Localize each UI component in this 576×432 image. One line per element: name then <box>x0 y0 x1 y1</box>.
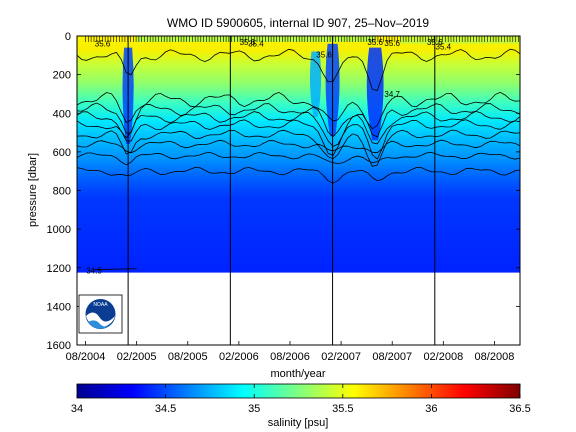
x-tick-label: 02/2006 <box>219 351 259 363</box>
logo-text: NOAA <box>93 302 108 308</box>
x-axis: 08/2004 02/2005 08/2005 02/2006 08/2006 02/20… <box>66 341 515 363</box>
contour-label: 34.5 <box>86 267 102 276</box>
contour-label: 35.6 <box>240 38 256 47</box>
contour-line <box>77 166 520 184</box>
contour-line <box>77 102 520 138</box>
x-tick-label: 02/2005 <box>117 351 157 363</box>
y-tick-label: 1600 <box>47 340 71 352</box>
colorbar-tick-label: 36 <box>425 403 437 415</box>
surface-band <box>400 36 520 44</box>
colorbar-tick-label: 35.5 <box>332 403 353 415</box>
x-tick-label: 08/2004 <box>66 351 106 363</box>
y-tick-label: 1200 <box>47 263 71 275</box>
colorbar-tick-label: 36.5 <box>509 403 530 415</box>
y-tick-label: 200 <box>53 70 71 82</box>
salinity-anomaly <box>366 47 384 141</box>
y-tick-label: 400 <box>53 108 71 120</box>
x-tick-label: 02/2007 <box>321 351 361 363</box>
profile-ticks <box>85 36 519 42</box>
salinity-anomaly <box>309 51 322 118</box>
y-axis: 0 200 400 600 800 1000 1200 1400 1600 <box>47 31 520 352</box>
y-tick-label: 0 <box>65 31 71 43</box>
salinity-contours <box>77 48 520 271</box>
x-tick-label: 02/2008 <box>423 351 463 363</box>
year-boundary-lines <box>127 36 436 345</box>
contour-line <box>77 48 520 92</box>
contour-label: 35.6 <box>316 50 332 59</box>
colorbar-gradient <box>76 383 521 399</box>
x-tick-label: 08/2006 <box>270 351 310 363</box>
y-axis-label: pressure [dbar] <box>27 153 39 227</box>
section-plot: 35.6 35.635.435.635.6 35.6 35.635.434.734.5… <box>27 31 521 380</box>
contour-line <box>94 268 137 271</box>
colorbar-label: salinity [psu] <box>268 417 329 429</box>
noaa-logo: NOAA <box>78 294 123 334</box>
contour-label: 35.6 <box>384 39 400 48</box>
y-tick-label: 1400 <box>47 301 71 313</box>
contour-line <box>77 91 520 130</box>
surface-band <box>136 36 376 42</box>
colorbar-tick-label: 34.5 <box>155 403 176 415</box>
colorbar-tick-label: 34 <box>71 403 83 415</box>
contour-line <box>77 129 520 167</box>
contour-label: 35.4 <box>436 43 452 52</box>
contour-label: 35.6 <box>95 40 111 49</box>
x-tick-label: 08/2005 <box>168 351 208 363</box>
contour-line <box>77 119 520 160</box>
chart-title: WMO ID 5900605, internal ID 907, 25–Nov–… <box>167 16 429 30</box>
colorbar-ticks: 34 34.5 35 35.5 36 36.5 <box>71 384 531 415</box>
colorbar-tick-label: 35 <box>248 403 260 415</box>
x-tick-label: 08/2008 <box>475 351 515 363</box>
contour-line <box>77 139 520 154</box>
x-axis-label: month/year <box>270 368 325 380</box>
x-tick-label: 08/2007 <box>372 351 412 363</box>
contour-label: 35.4 <box>248 40 264 49</box>
y-tick-label: 1000 <box>47 224 71 236</box>
contour-label: 35.6 <box>367 38 383 47</box>
y-tick-label: 800 <box>53 186 71 198</box>
contour-line <box>77 151 520 166</box>
contour-labels: 35.6 35.635.435.635.6 35.6 35.635.434.734.5 <box>86 38 451 276</box>
contour-label: 34.7 <box>384 90 400 99</box>
contour-line <box>77 110 520 147</box>
colorbar: 34 34.5 35 35.5 36 36.5 salinity [psu] <box>71 383 531 429</box>
y-tick-label: 600 <box>53 147 71 159</box>
contour-label: 35.6 <box>427 38 443 47</box>
